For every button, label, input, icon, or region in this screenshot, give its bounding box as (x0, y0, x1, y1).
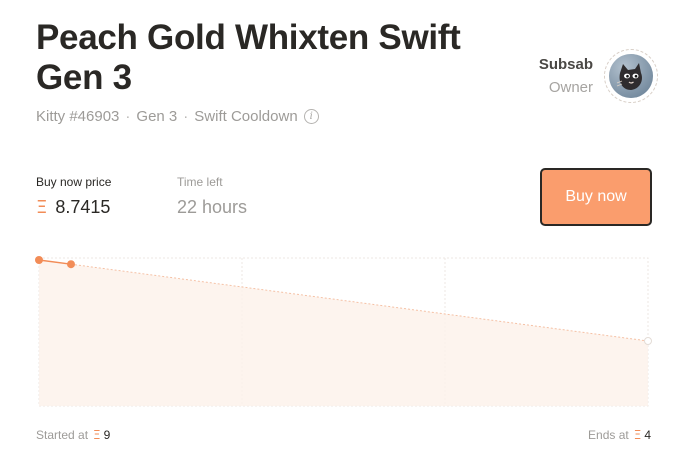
kitty-meta: Kitty #46903 · Gen 3 · Swift Cooldown i (36, 108, 319, 125)
ether-icon: Ξ (36, 197, 48, 218)
owner-avatar[interactable] (604, 49, 658, 103)
time-left-value: 22 hours (177, 197, 248, 217)
info-icon[interactable]: i (303, 109, 319, 124)
elapsed-line (38, 259, 72, 265)
page-title: Peach Gold Whixten Swift Gen 3 (36, 18, 461, 97)
current-price-point (67, 260, 75, 269)
kitty-id: Kitty #46903 (36, 108, 120, 125)
owner-name[interactable]: Subsab (538, 56, 593, 73)
started-at-label: Started at (36, 428, 89, 442)
start-point (35, 256, 43, 264)
price-amount: 8.7415 (55, 197, 111, 217)
remaining-line (70, 263, 649, 342)
ends-at: Ends at Ξ 4 (588, 428, 651, 442)
kitty-cooldown: Swift Cooldown (194, 108, 298, 125)
owner-role: Owner (548, 79, 593, 96)
ether-icon: Ξ (633, 428, 642, 442)
buy-now-price-label: Buy now price (36, 175, 112, 189)
separator: · (125, 108, 131, 125)
buy-now-price: Ξ 8.7415 (36, 197, 110, 218)
price-area (39, 260, 648, 406)
cat-avatar-icon (609, 54, 653, 98)
started-at-value: 9 (103, 428, 111, 442)
separator: · (183, 108, 189, 125)
ether-icon: Ξ (93, 428, 101, 442)
time-left-label: Time left (177, 175, 223, 189)
ends-at-label: Ends at (588, 428, 629, 442)
kitty-generation: Gen 3 (136, 108, 178, 125)
end-point (644, 337, 652, 345)
started-at: Started at Ξ 9 (36, 428, 110, 442)
owner-block: Subsab Owner (539, 56, 593, 102)
buy-now-button[interactable]: Buy now (540, 168, 652, 226)
ends-at-value: 4 (644, 428, 651, 442)
